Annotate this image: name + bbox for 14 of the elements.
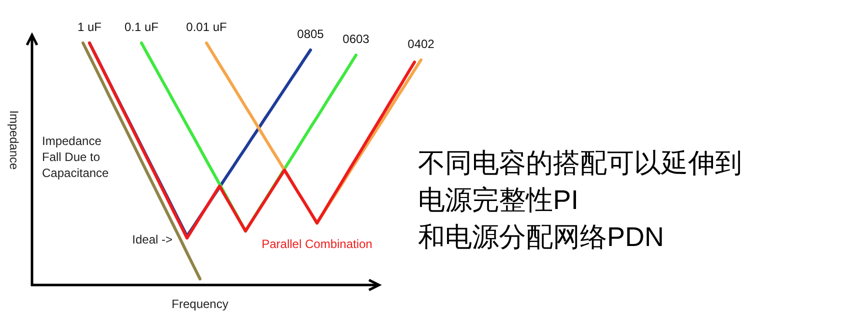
annotation: 电源完整性PI bbox=[418, 185, 579, 215]
series-label: Ideal -> bbox=[132, 232, 172, 247]
text: 1 uF bbox=[77, 20, 102, 34]
y-axis-title: Impedance bbox=[7, 110, 21, 170]
series-label: Parallel Combination bbox=[262, 237, 372, 252]
x-axis-title: Frequency bbox=[172, 297, 228, 311]
annotation: 0603 bbox=[342, 32, 370, 46]
annotation: 不同电容的搭配可以延伸到 bbox=[418, 148, 742, 178]
annotation: 和电源分配网络PDN bbox=[418, 222, 664, 252]
annotation: 0402 bbox=[408, 36, 435, 51]
text: 0805 bbox=[297, 27, 324, 42]
annotation: Impedance Fall Due to Capacitance bbox=[42, 134, 110, 180]
text: 0.1 uF bbox=[124, 20, 159, 34]
text: 0.01 uF bbox=[186, 20, 227, 34]
